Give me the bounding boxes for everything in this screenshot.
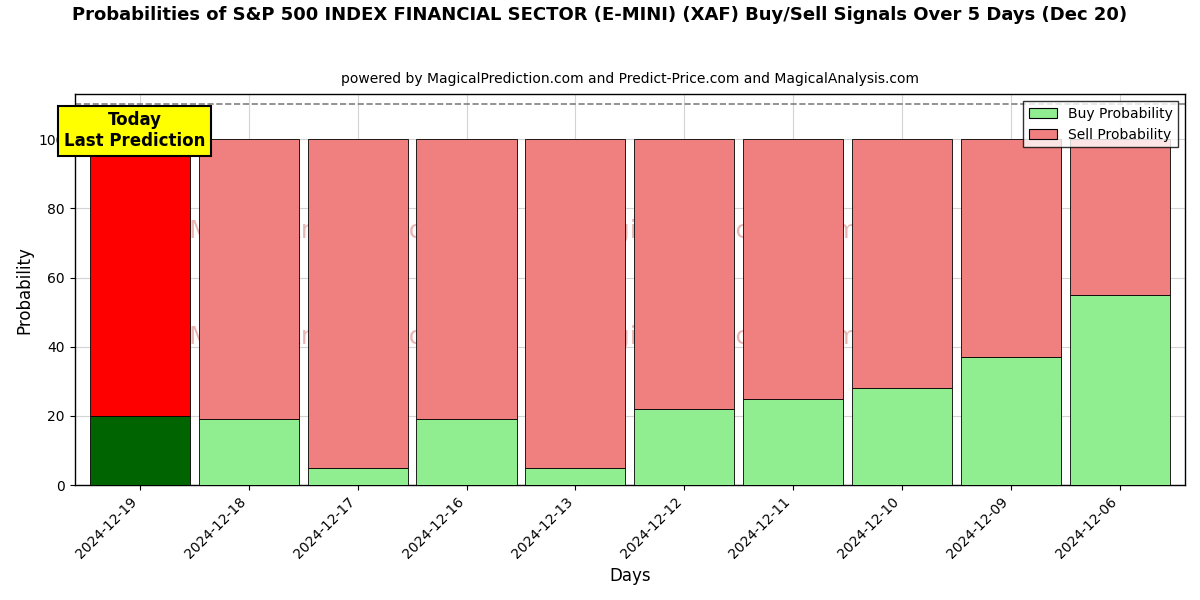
Y-axis label: Probability: Probability [16, 246, 34, 334]
Bar [961, 357, 1061, 485]
Bar [307, 468, 408, 485]
Text: MagicalPrediction.com: MagicalPrediction.com [578, 219, 859, 243]
Bar [416, 139, 517, 419]
X-axis label: Days: Days [610, 567, 650, 585]
Bar [90, 416, 190, 485]
Bar [634, 409, 734, 485]
Bar [416, 419, 517, 485]
Title: powered by MagicalPrediction.com and Predict-Price.com and MagicalAnalysis.com: powered by MagicalPrediction.com and Pre… [341, 72, 919, 86]
Bar [1069, 295, 1170, 485]
Bar [526, 468, 625, 485]
Bar [199, 419, 299, 485]
Bar [307, 139, 408, 468]
Bar [852, 388, 952, 485]
Text: MagicalAnalysis.com: MagicalAnalysis.com [188, 325, 449, 349]
Text: Probabilities of S&P 500 INDEX FINANCIAL SECTOR (E-MINI) (XAF) Buy/Sell Signals : Probabilities of S&P 500 INDEX FINANCIAL… [72, 6, 1128, 24]
Bar [526, 139, 625, 468]
Bar [743, 139, 844, 398]
Text: MagicalPrediction.com: MagicalPrediction.com [578, 325, 859, 349]
Bar [1069, 139, 1170, 295]
Bar [90, 139, 190, 416]
Bar [961, 139, 1061, 357]
Bar [199, 139, 299, 419]
Bar [743, 398, 844, 485]
Bar [852, 139, 952, 388]
Legend: Buy Probability, Sell Probability: Buy Probability, Sell Probability [1024, 101, 1178, 147]
Text: MagicalAnalysis.com: MagicalAnalysis.com [188, 219, 449, 243]
Bar [634, 139, 734, 409]
Text: Today
Last Prediction: Today Last Prediction [64, 112, 205, 150]
